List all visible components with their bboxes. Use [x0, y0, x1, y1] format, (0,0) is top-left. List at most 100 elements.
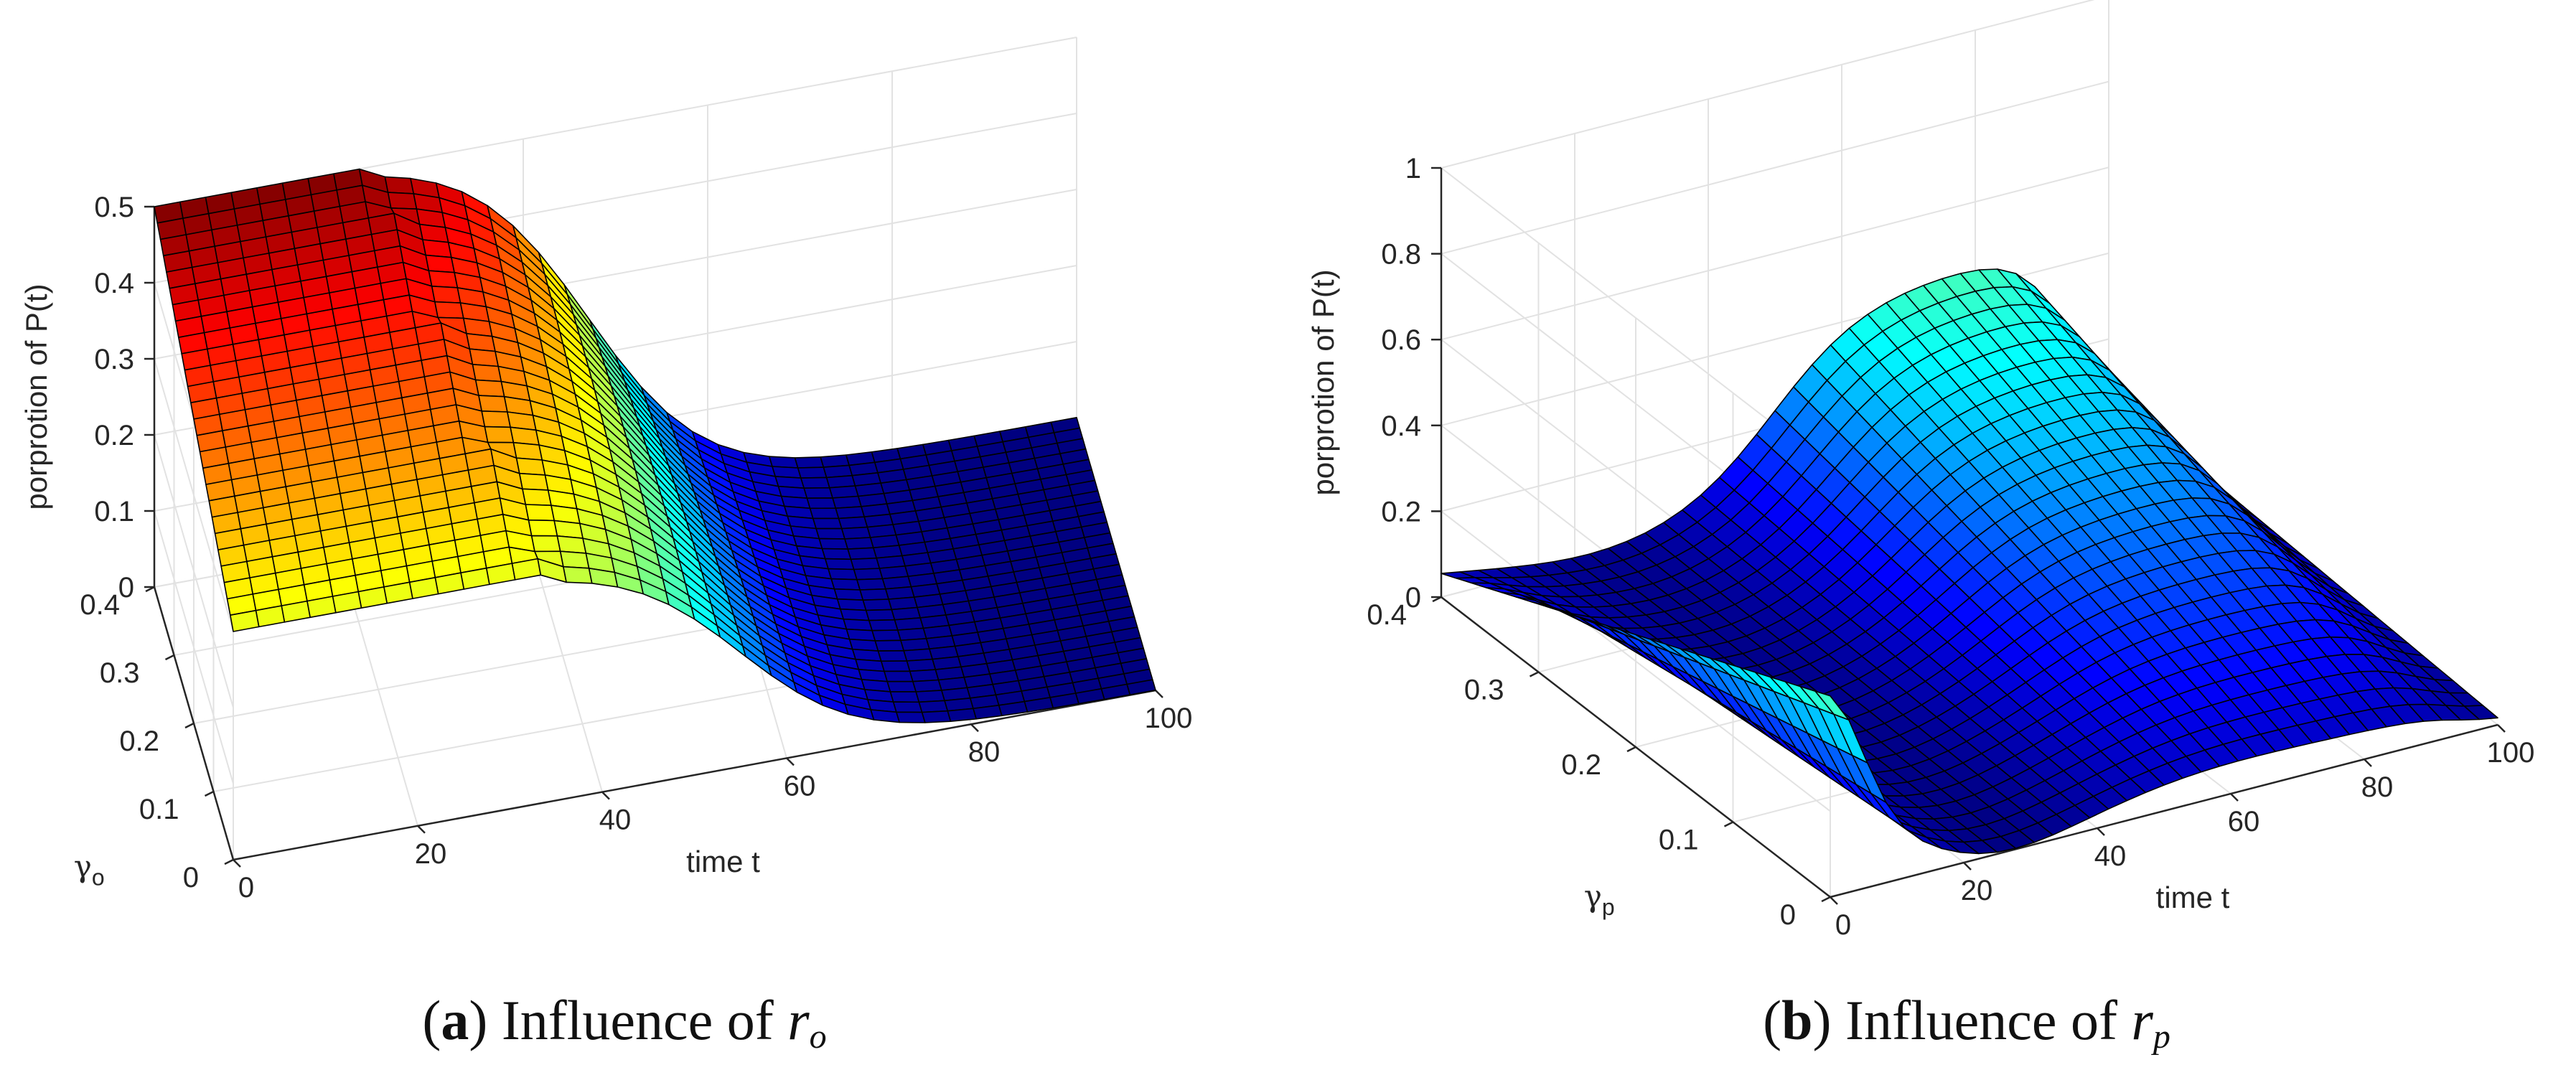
surface-cell — [481, 410, 511, 428]
surface-cell — [800, 477, 830, 489]
y-axis-label-symbol: γ — [74, 849, 92, 884]
x-tick-mark — [786, 757, 795, 766]
surface-cell — [859, 588, 889, 601]
x-tick-mark — [1830, 896, 1838, 905]
caption-a-text: Influence of — [502, 989, 774, 1051]
surface-cell — [528, 519, 558, 537]
surface-cell — [484, 426, 515, 444]
panel-a-influence-of-ro: 02040608010000.10.20.30.400.10.20.30.40.… — [19, 37, 1192, 904]
z-tick-label: 0.1 — [94, 496, 134, 527]
surface-cell — [886, 680, 917, 693]
x-axis-label: time t — [2156, 881, 2230, 914]
surface-cell — [815, 527, 846, 540]
y-tick-mark — [204, 790, 215, 797]
surface-cell — [559, 550, 590, 569]
surface-cell — [889, 691, 920, 703]
surface-cell — [871, 629, 901, 642]
surface-cell — [803, 487, 833, 499]
surface-cell — [518, 472, 549, 491]
surface-cell — [840, 526, 871, 540]
x-tick-label: 40 — [2094, 840, 2127, 872]
axes-a: 02040608010000.10.20.30.400.10.20.30.40.… — [19, 192, 1192, 904]
surface-cell — [884, 670, 914, 682]
caption-b-sub: p — [2151, 1018, 2170, 1056]
x-tick-mark — [2230, 793, 2239, 802]
z-tick-label: 0.4 — [1381, 410, 1421, 442]
y-tick-mark — [184, 722, 195, 729]
surface-cell — [862, 599, 892, 611]
x-axis-label: time t — [686, 845, 760, 878]
z-tick-label: 0.4 — [94, 268, 134, 299]
surface-cell — [868, 619, 899, 632]
surface-cell — [797, 466, 828, 479]
caption-b-label: b — [1781, 989, 1812, 1051]
y-tick-label: 0.4 — [80, 589, 120, 621]
surface-cell — [856, 578, 886, 591]
x-axis-line — [1830, 723, 2498, 898]
y-tick-label: 0.1 — [1659, 825, 1699, 856]
y-tick-mark — [1626, 746, 1636, 753]
x-tick-label: 80 — [2361, 771, 2394, 803]
y-tick-label: 0.4 — [1367, 599, 1407, 631]
surface-cell — [474, 379, 505, 398]
z-tick-label: 1 — [1405, 153, 1421, 184]
z-axis-label: porprotion of P(t) — [19, 283, 53, 510]
y-axis-label-sub: o — [92, 865, 105, 891]
panel-b-influence-of-rp: 02040608010000.10.20.30.400.20.40.60.81p… — [1306, 0, 2534, 941]
x-tick-mark — [1963, 862, 1972, 870]
surface-cell — [512, 441, 543, 461]
surface-cell — [809, 507, 840, 520]
surface-cell — [515, 457, 546, 476]
surface-cell — [469, 348, 499, 367]
x-tick-mark — [2497, 724, 2506, 733]
surface-cell — [833, 588, 864, 601]
x-tick-label: 20 — [415, 838, 447, 870]
surface-cell — [806, 497, 836, 510]
surface-cell — [562, 565, 593, 584]
y-axis-label-sub: p — [1602, 894, 1615, 920]
surface-cell — [384, 176, 415, 194]
surface-cell — [828, 568, 858, 581]
caption-b-text: Influence of — [1845, 989, 2117, 1051]
x-tick-label: 0 — [1835, 909, 1851, 941]
x-axis-line — [233, 689, 1156, 861]
z-tick-label: 0 — [118, 572, 134, 604]
surface-cell — [830, 578, 861, 591]
surface-cell — [821, 548, 852, 560]
z-axis-label: porprotion of P(t) — [1306, 269, 1340, 495]
x-tick-mark — [417, 825, 426, 834]
y-tick-mark — [164, 654, 175, 661]
y-axis-label: γp — [1584, 878, 1615, 920]
surface-cell — [850, 557, 881, 571]
surface-cell — [425, 254, 455, 273]
x-tick-mark — [2364, 759, 2372, 767]
surface-cell — [918, 700, 948, 713]
y-tick-mark — [224, 858, 234, 865]
caption-b: (b) Influence of rp — [1763, 989, 2170, 1056]
surface-cell — [947, 708, 977, 723]
caption-a: (a) Influence of ro — [422, 989, 826, 1056]
surface-cell — [530, 535, 561, 553]
x-tick-label: 80 — [968, 736, 1001, 768]
surface-cell — [870, 709, 900, 723]
x-tick-label: 60 — [2228, 806, 2260, 837]
z-tick-label: 0 — [1405, 582, 1421, 614]
surface-cell — [874, 639, 904, 652]
x-tick-label: 40 — [599, 804, 632, 836]
y-tick-label: 0 — [183, 862, 199, 893]
surface-cell — [877, 649, 908, 662]
y-tick-label: 0 — [1780, 899, 1796, 931]
y-axis-label-symbol: γ — [1584, 878, 1602, 914]
axes-b: 02040608010000.10.20.30.400.20.40.60.81p… — [1306, 153, 2534, 941]
caption-b-var: r — [2131, 989, 2153, 1051]
x-tick-label: 60 — [784, 770, 816, 802]
caption-a-sub: o — [810, 1018, 827, 1056]
grid-line — [1441, 80, 2109, 255]
surface-a — [154, 168, 1156, 723]
y-tick-label: 0.2 — [1561, 749, 1601, 781]
surface-cell — [431, 285, 462, 304]
y-tick-label: 0.3 — [100, 657, 140, 689]
surface-cell — [812, 517, 843, 530]
surface-cell — [1814, 690, 1850, 721]
x-tick-mark — [601, 791, 610, 800]
